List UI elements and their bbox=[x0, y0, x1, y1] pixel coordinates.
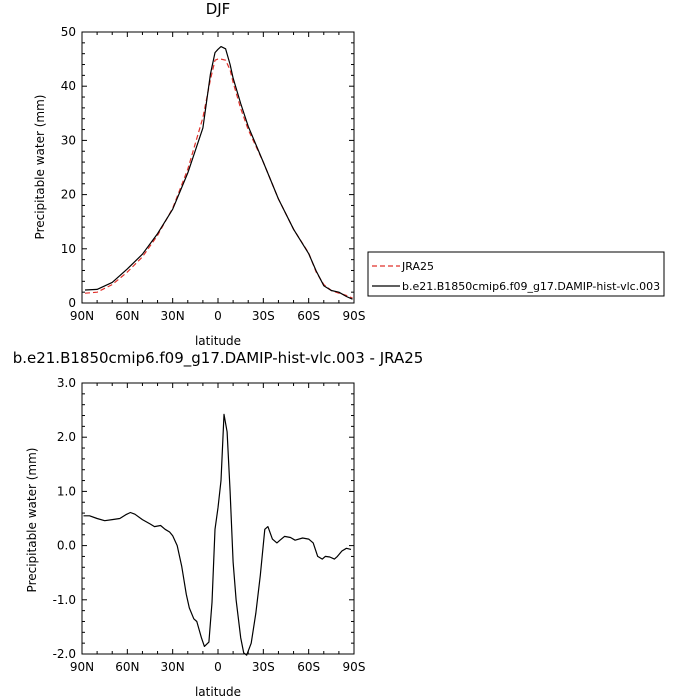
bottom-x-tick-label: 30N bbox=[161, 660, 185, 674]
bottom-series-line-0 bbox=[83, 413, 352, 656]
top-ticks: 90N 60N 30N 0 30S 60S 90S 0 10 20 30 40 50 bbox=[61, 25, 366, 323]
legend-jra25-label: JRA25 bbox=[401, 260, 434, 273]
top-x-tick-label: 60N bbox=[115, 309, 139, 323]
top-y-tick-label: 40 bbox=[61, 79, 76, 93]
bottom-y-tick-label: 1.0 bbox=[57, 484, 76, 498]
top-series-line-1 bbox=[84, 45, 353, 300]
top-y-tick-label: 50 bbox=[61, 25, 76, 39]
bottom-x-tick-label: 60S bbox=[297, 660, 320, 674]
bottom-y-tick-label: -1.0 bbox=[53, 593, 76, 607]
top-y-tick-label: 20 bbox=[61, 188, 76, 202]
top-series bbox=[84, 45, 353, 300]
bottom-x-tick-label: 30S bbox=[252, 660, 275, 674]
bottom-x-tick-label: 0 bbox=[214, 660, 222, 674]
bottom-chart-title: b.e21.B1850cmip6.f09_g17.DAMIP-hist-vlc.… bbox=[13, 349, 424, 368]
bottom-ticks: 90N 60N 30N 0 30S 60S 90S -2.0 -1.0 0.0 1.0 2.0 3.0 bbox=[53, 376, 366, 674]
top-x-tick-label: 90N bbox=[70, 309, 94, 323]
legend-box bbox=[367, 251, 665, 297]
bottom-y-tick-label: 0.0 bbox=[57, 539, 76, 553]
bottom-y-axis-label: Precipitable water (mm) bbox=[25, 448, 39, 593]
bottom-x-tick-label: 90N bbox=[70, 660, 94, 674]
top-x-tick-label: 30N bbox=[161, 309, 185, 323]
top-y-tick-label: 10 bbox=[61, 242, 76, 256]
top-plot-frame bbox=[81, 31, 355, 304]
bottom-y-tick-label: 3.0 bbox=[57, 376, 76, 390]
top-x-tick-label: 30S bbox=[252, 309, 275, 323]
bottom-x-axis-label: latitude bbox=[195, 685, 241, 699]
legend-model-label: b.e21.B1850cmip6.f09_g17.DAMIP-hist-vlc.… bbox=[402, 280, 660, 293]
legend: JRA25 b.e21.B1850cmip6.f09_g17.DAMIP-his… bbox=[367, 251, 665, 297]
top-x-axis-label: latitude bbox=[195, 334, 241, 348]
top-x-tick-label: 60S bbox=[297, 309, 320, 323]
top-chart-title: DJF bbox=[206, 0, 231, 18]
bottom-panel: b.e21.B1850cmip6.f09_g17.DAMIP-hist-vlc.… bbox=[13, 349, 424, 699]
top-x-tick-label: 90S bbox=[343, 309, 366, 323]
bottom-series bbox=[83, 413, 352, 656]
bottom-x-tick-label: 60N bbox=[115, 660, 139, 674]
bottom-plot-frame bbox=[81, 382, 355, 655]
bottom-y-tick-label: -2.0 bbox=[53, 647, 76, 661]
bottom-x-tick-label: 90S bbox=[343, 660, 366, 674]
top-y-tick-label: 0 bbox=[68, 296, 76, 310]
top-x-tick-label: 0 bbox=[214, 309, 222, 323]
bottom-y-tick-label: 2.0 bbox=[57, 430, 76, 444]
top-panel: DJF 90N 60N 30N 0 30S 60S 90S 0 10 20 30 40 50 latit… bbox=[33, 0, 365, 348]
top-y-tick-label: 30 bbox=[61, 133, 76, 147]
top-y-axis-label: Precipitable water (mm) bbox=[33, 95, 47, 240]
